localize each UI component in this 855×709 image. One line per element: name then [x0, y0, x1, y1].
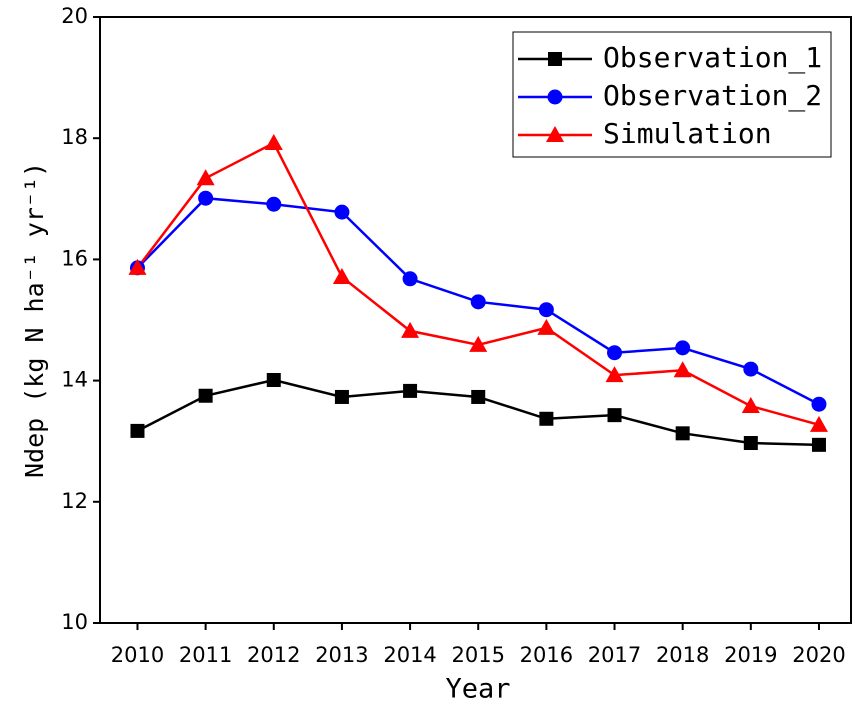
y-tick-label: 12: [61, 489, 88, 513]
marker: [675, 340, 691, 356]
marker: [537, 318, 556, 335]
marker: [546, 126, 564, 142]
marker: [809, 415, 828, 432]
series-line: [136, 378, 820, 447]
legend-label: Observation_2: [603, 79, 822, 113]
marker: [605, 366, 624, 383]
x-tick-label: 2020: [792, 643, 845, 667]
marker: [539, 411, 554, 426]
x-tick-label: 2015: [451, 643, 504, 667]
marker: [266, 196, 282, 212]
marker: [402, 271, 418, 287]
legend-label: Observation_1: [603, 41, 822, 75]
marker: [607, 408, 622, 423]
y-tick-label: 14: [61, 368, 88, 392]
x-tick-label: 2012: [247, 643, 300, 667]
marker: [471, 389, 486, 404]
x-tick-label: 2011: [179, 643, 232, 667]
marker: [811, 437, 826, 452]
x-tick-label: 2018: [656, 643, 709, 667]
marker: [470, 294, 486, 310]
marker: [130, 423, 145, 438]
marker: [266, 372, 281, 387]
marker: [675, 426, 690, 441]
marker: [547, 89, 563, 105]
x-tick-label: 2019: [724, 643, 777, 667]
marker: [334, 389, 349, 404]
marker: [403, 383, 418, 398]
marker: [607, 345, 623, 361]
x-tick-label: 2013: [315, 643, 368, 667]
plot-frame: [99, 16, 852, 624]
x-axis-label: Year: [445, 674, 510, 705]
legend: Observation_1 Observation_2 Simulation: [512, 31, 832, 158]
marker: [741, 397, 760, 414]
x-tick-label: 2010: [111, 643, 164, 667]
marker: [538, 302, 554, 318]
marker: [469, 335, 488, 352]
marker: [196, 169, 215, 186]
x-tick-label: 2014: [383, 643, 436, 667]
y-tick-label: 20: [61, 4, 88, 28]
marker: [811, 396, 827, 412]
marker: [743, 361, 759, 377]
series-line: [136, 141, 820, 427]
y-tick-label: 16: [61, 246, 88, 270]
x-tick-label: 2017: [588, 643, 641, 667]
marker: [401, 321, 420, 338]
marker: [332, 267, 351, 284]
marker: [128, 258, 147, 275]
y-tick-label: 10: [61, 610, 88, 634]
marker: [198, 190, 214, 206]
marker: [673, 361, 692, 378]
marker: [743, 436, 758, 451]
marker: [264, 134, 283, 151]
legend-label: Simulation: [603, 117, 772, 150]
x-tick-label: 2016: [520, 643, 573, 667]
marker: [548, 52, 562, 66]
marker: [198, 388, 213, 403]
y-axis-label: Ndep (kg N ha⁻¹ yr⁻¹): [20, 162, 49, 478]
marker: [334, 204, 350, 220]
y-tick-label: 18: [61, 125, 88, 149]
